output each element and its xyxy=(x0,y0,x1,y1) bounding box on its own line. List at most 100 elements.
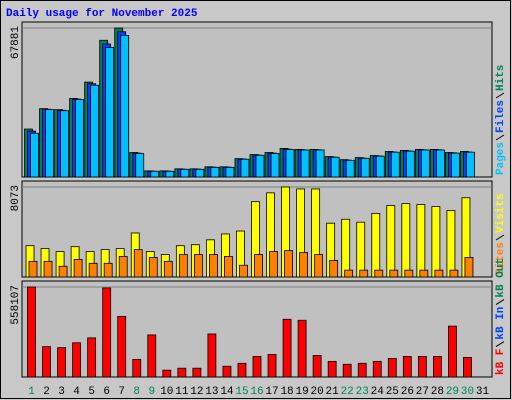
bar xyxy=(45,109,54,178)
legend-separator xyxy=(495,92,505,99)
x-tick-label: 19 xyxy=(295,386,308,398)
x-tick-label: 24 xyxy=(371,386,385,398)
bar xyxy=(102,287,112,378)
legend-label: kB In xyxy=(495,307,507,340)
bar xyxy=(132,358,142,378)
legend-label: Sites xyxy=(495,242,507,275)
x-tick-label: 22 xyxy=(341,386,354,398)
bar xyxy=(297,319,307,378)
bar xyxy=(237,362,247,378)
bar xyxy=(240,158,250,178)
legend-separator xyxy=(495,341,505,348)
bar xyxy=(360,157,370,178)
bar xyxy=(341,218,351,278)
x-tick-label: 25 xyxy=(386,386,399,398)
bar xyxy=(405,150,415,178)
bar xyxy=(466,151,475,178)
bar xyxy=(330,156,340,178)
bar xyxy=(344,269,354,278)
bar xyxy=(434,269,444,278)
bar xyxy=(90,84,100,178)
x-tick-label: 21 xyxy=(326,386,340,398)
y-tick-label: 8073 xyxy=(10,185,22,211)
legend-label: Pages xyxy=(495,142,507,175)
x-tick-label: 27 xyxy=(416,386,429,398)
bar xyxy=(254,254,263,278)
legend-separator xyxy=(495,299,505,306)
bar xyxy=(162,369,172,378)
bar xyxy=(120,35,130,178)
bar xyxy=(449,269,459,278)
bar xyxy=(43,260,53,278)
bar xyxy=(28,260,38,278)
bar xyxy=(222,365,232,378)
bar xyxy=(356,221,366,278)
bar xyxy=(60,110,69,178)
bar xyxy=(329,259,339,278)
bar xyxy=(58,265,68,278)
bar xyxy=(103,262,113,278)
x-tick-label: 31 xyxy=(476,386,490,398)
bar xyxy=(88,262,98,278)
y-tick-label: 558107 xyxy=(10,285,22,325)
x-tick-label: 9 xyxy=(148,386,155,398)
bar xyxy=(163,260,173,278)
bar xyxy=(30,132,39,178)
bar xyxy=(195,168,205,178)
bar xyxy=(401,203,411,278)
bar xyxy=(27,286,36,378)
bar xyxy=(372,360,382,378)
legend-label: kB F xyxy=(495,349,507,375)
legend-separator xyxy=(495,234,505,241)
bar xyxy=(133,249,143,278)
bar xyxy=(432,356,442,378)
bar xyxy=(345,159,355,178)
bar xyxy=(327,360,337,378)
bar xyxy=(404,269,414,278)
bar xyxy=(207,333,217,378)
bar xyxy=(435,149,445,178)
x-tick-label: 23 xyxy=(356,386,369,398)
bar xyxy=(446,210,456,278)
bar xyxy=(42,346,51,378)
bar xyxy=(178,254,188,278)
bar xyxy=(371,213,381,278)
x-tick-label: 14 xyxy=(220,386,234,398)
bar xyxy=(420,149,430,178)
bar xyxy=(192,367,202,378)
bar xyxy=(402,356,412,378)
bar xyxy=(267,354,277,378)
bar xyxy=(342,363,352,378)
x-tick-label: 7 xyxy=(118,386,125,398)
bar xyxy=(463,357,472,378)
bar xyxy=(255,154,265,178)
x-tick-label: 17 xyxy=(265,386,278,398)
bar xyxy=(73,258,83,278)
bar xyxy=(419,269,429,278)
bar xyxy=(282,318,292,378)
bar xyxy=(431,206,441,278)
x-tick-label: 12 xyxy=(190,386,203,398)
legend-label: Files xyxy=(495,100,507,133)
x-tick-label: 5 xyxy=(88,386,95,398)
bar xyxy=(193,254,203,278)
bar xyxy=(390,151,400,178)
bar xyxy=(299,252,308,278)
bar xyxy=(312,355,322,378)
bar xyxy=(417,356,427,378)
legend-label: kB Out xyxy=(495,258,507,298)
bar xyxy=(224,256,233,278)
bar xyxy=(72,342,82,378)
bar xyxy=(105,47,115,178)
bar xyxy=(210,166,220,178)
bar xyxy=(386,205,396,278)
bar xyxy=(374,269,384,278)
bar xyxy=(269,251,278,278)
bar xyxy=(315,149,325,178)
legend-label: Visits xyxy=(495,193,507,233)
x-tick-label: 4 xyxy=(73,386,80,398)
bar xyxy=(451,152,460,178)
x-tick-label: 20 xyxy=(311,386,324,398)
